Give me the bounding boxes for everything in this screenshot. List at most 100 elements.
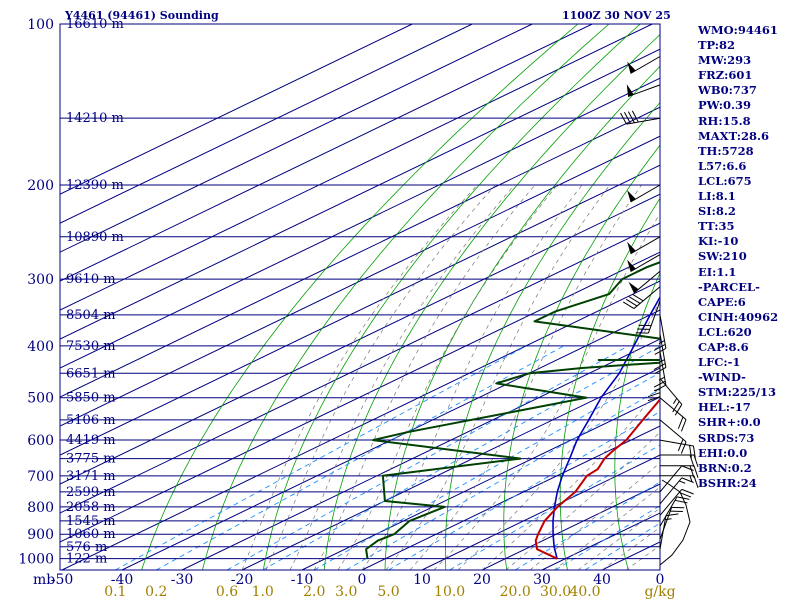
isotherm-line [301, 396, 660, 570]
temperature-tick-label: -10 [291, 572, 314, 588]
mixing-ratio-line [514, 481, 660, 570]
mixing-ratio-tick-label: 20.0 [500, 584, 531, 600]
stability-index: -PARCEL- [698, 279, 760, 294]
stability-index: BSHR:24 [698, 475, 757, 490]
dry-adiabat-line [503, 144, 660, 570]
wind-barb [659, 419, 687, 454]
mixing-ratio-line [115, 345, 527, 570]
height-label: 1060 m [66, 527, 116, 542]
height-label: 10890 m [66, 230, 124, 245]
mixing-ratio-line [262, 345, 660, 570]
isotherm-line [60, 48, 660, 340]
pressure-tick-label: 300 [27, 272, 54, 288]
height-label: 12390 m [66, 178, 124, 193]
dry-adiabat-line [559, 197, 660, 570]
valid-time: 1100Z 30 NOV 25 [562, 9, 671, 22]
temperature-tick-label: 0 [358, 572, 367, 588]
moist-adiabat-line [505, 431, 660, 570]
moist-adiabat-line [433, 213, 660, 570]
pressure-tick-label: 600 [27, 433, 54, 449]
stability-index: SW:210 [698, 249, 747, 264]
mixing-ratio-line [314, 372, 660, 570]
isotherm-line [121, 309, 660, 570]
stability-index: HEL:-17 [698, 400, 751, 415]
stability-index: WMO:94461 [698, 23, 778, 37]
stability-index: SHR+:0.0 [698, 415, 761, 430]
dry-adiabat-line [202, 24, 610, 570]
mixing-ratio-line [388, 411, 660, 570]
moist-adiabat-line [385, 184, 611, 570]
moist-adiabat-line [241, 184, 478, 570]
height-label: 122 m [66, 552, 107, 567]
height-label: 1545 m [66, 514, 116, 529]
wind-barb [627, 254, 661, 273]
stability-index: RH:15.8 [698, 113, 751, 128]
height-label: 16610 m [66, 17, 124, 32]
temperature-line [534, 398, 660, 560]
stability-index: SRDS:73 [698, 430, 755, 445]
hodograph-trace [659, 479, 691, 566]
pressure-tick-label: 900 [27, 527, 54, 543]
moist-adiabat-line [265, 184, 496, 570]
moist-adiabat-line [361, 184, 583, 570]
height-label: 14210 m [66, 111, 124, 126]
mixing-ratio-lines [115, 345, 660, 570]
isotherm-line [60, 251, 660, 543]
stability-index: CINH:40962 [698, 309, 779, 324]
mixing-ratio-line [555, 505, 660, 570]
wind-barb [628, 270, 661, 294]
isotherm-line [60, 135, 660, 427]
mixing-ratio-tick-label: 5.0 [377, 584, 399, 600]
wind-barb [653, 314, 667, 355]
isotherm-line [60, 24, 593, 282]
temperature-tick-label: 20 [473, 572, 491, 588]
stability-index: TT:35 [698, 219, 735, 234]
mixing-ratio-line [449, 444, 660, 570]
stability-index: BRN:0.2 [698, 460, 752, 475]
wind-barb [622, 286, 661, 309]
stability-index: EI:1.1 [698, 264, 737, 279]
wind-barb [635, 301, 661, 334]
stability-index: TH:5728 [698, 143, 754, 158]
stability-index: WB0:737 [698, 83, 757, 98]
moist-adiabat-line [601, 526, 660, 570]
stability-index: TP:82 [698, 38, 736, 53]
station-title: Y4461 (94461) Sounding [65, 9, 219, 22]
isotherm-line [181, 338, 660, 570]
dry-adiabat-lines [141, 24, 660, 570]
temperature-tick-label: 30 [533, 572, 551, 588]
stability-index: EHI:0.0 [698, 445, 748, 460]
wind-barbs [620, 56, 699, 550]
wind-barb [660, 465, 699, 478]
temperature-tick-label: -20 [231, 572, 254, 588]
moist-adiabat-line [457, 299, 660, 570]
mixing-ratio-tick-label: 30.0 [540, 584, 571, 600]
wind-scale-label: 0 [656, 572, 665, 588]
parcel-path [552, 295, 660, 559]
dry-adiabat-line [384, 65, 660, 570]
temperature-tick-label: -40 [111, 572, 134, 588]
pressure-tick-label: 200 [27, 178, 54, 194]
isobar-lines [59, 23, 661, 571]
height-label: 2058 m [66, 500, 116, 515]
height-label: 6651 m [66, 366, 116, 381]
isotherm-line [60, 24, 533, 253]
isotherm-line [241, 367, 660, 570]
pressure-tick-label: 500 [27, 391, 54, 407]
height-label: 4419 m [66, 433, 116, 448]
mixing-ratio-tick-label: 10.0 [434, 584, 465, 600]
wind-barb [626, 84, 661, 97]
wind-barb [627, 56, 661, 74]
stability-index: FRZ:601 [698, 68, 753, 83]
wind-barb [659, 397, 687, 432]
stability-index: LFC:-1 [698, 355, 741, 370]
isotherm-line [61, 280, 660, 570]
stability-index: LI:8.1 [698, 189, 736, 204]
isotherm-line [60, 24, 473, 224]
pressure-tick-label: 1000 [18, 552, 54, 568]
pressure-unit-label: mb [33, 572, 55, 588]
height-label: 5850 m [66, 391, 116, 406]
wind-barb [659, 488, 694, 516]
